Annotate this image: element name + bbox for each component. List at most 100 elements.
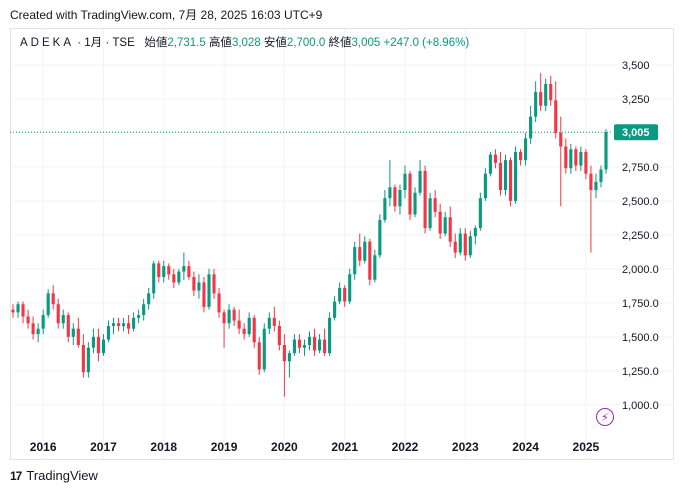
candle-body <box>31 323 35 335</box>
candle-body <box>71 328 75 337</box>
high-value: 3,028 <box>231 37 261 49</box>
candle-body <box>478 198 482 229</box>
candle-body <box>403 173 407 191</box>
interval-label[interactable]: 1月 <box>84 37 103 49</box>
candle-body <box>76 328 80 345</box>
candle-body <box>493 154 497 163</box>
candle-body <box>594 181 598 191</box>
legend-separator: · <box>77 37 85 49</box>
candle-body <box>81 344 85 373</box>
candle-body <box>408 173 412 215</box>
last-price-label: 3,005 <box>622 127 650 139</box>
candle-body <box>157 263 161 278</box>
candle-body <box>21 304 25 317</box>
x-tick-label: 2020 <box>271 440 298 454</box>
candle-body <box>101 339 106 354</box>
candle-body <box>317 339 322 351</box>
candle-body <box>297 339 302 348</box>
candle-body <box>187 266 191 278</box>
x-tick-label: 2025 <box>573 440 600 454</box>
x-tick-label: 2024 <box>512 440 539 454</box>
candle-body <box>433 198 437 212</box>
candle-body <box>11 309 15 313</box>
candle-body <box>282 344 286 362</box>
candle-body <box>423 170 427 229</box>
candle-body <box>498 162 503 191</box>
candle-body <box>116 323 121 326</box>
candle-body <box>267 317 271 329</box>
lightning-icon[interactable]: ⚡ <box>596 408 614 426</box>
candle-body <box>292 339 296 354</box>
candle-body <box>513 151 518 201</box>
candle-body <box>468 236 472 256</box>
candle-body <box>182 266 186 272</box>
y-tick-label: 1,500.0 <box>622 332 659 344</box>
candle-body <box>227 309 231 324</box>
candle-body <box>348 274 352 302</box>
y-tick-label: 1,000.0 <box>622 400 659 412</box>
x-tick-label: 2023 <box>452 440 479 454</box>
chart-legend: ADEKA · 1月 · TSE 始値2,731.5 高値3,028 安値2,7… <box>20 34 469 50</box>
change-value: +247.0 (+8.96%) <box>383 37 470 49</box>
candle-body <box>393 187 397 207</box>
y-tick-label: 2,000.0 <box>622 264 659 276</box>
candle-body <box>242 328 246 335</box>
candle-body <box>96 336 100 354</box>
candle-body <box>302 344 307 348</box>
x-tick-label: 2019 <box>211 440 238 454</box>
candle-body <box>544 83 548 106</box>
candle-body <box>202 282 206 307</box>
y-tick-label: 3,500 <box>622 60 650 72</box>
legend-separator: · <box>105 37 113 49</box>
low-value: 2,700.0 <box>286 37 326 49</box>
candle-body <box>61 315 65 324</box>
candle-body <box>378 219 382 256</box>
candle-body <box>549 83 553 101</box>
candle-body <box>463 233 467 256</box>
y-tick-label: 2,250.0 <box>622 230 659 242</box>
exchange-label: TSE <box>112 37 135 49</box>
candle-body <box>26 316 30 324</box>
candle-body <box>524 138 528 161</box>
chart-frame <box>10 28 674 460</box>
candle-body <box>247 317 251 335</box>
candle-body <box>86 347 90 373</box>
candle-body <box>569 149 573 169</box>
candle-body <box>438 211 442 234</box>
x-tick-label: 2021 <box>331 440 358 454</box>
open-label: 始値 <box>144 37 168 49</box>
x-tick-label: 2016 <box>30 440 57 454</box>
candle-body <box>443 217 447 234</box>
high-label: 高値 <box>208 37 232 49</box>
candle-body <box>277 325 281 345</box>
candle-body <box>534 92 538 117</box>
candle-body <box>262 328 266 370</box>
candle-body <box>207 274 211 307</box>
candle-body <box>257 342 261 370</box>
open-value: 2,731.5 <box>167 37 206 49</box>
candle-body <box>368 241 372 280</box>
candle-body <box>147 293 151 305</box>
candle-body <box>383 198 387 220</box>
candle-body <box>539 92 543 106</box>
candle-body <box>91 336 95 348</box>
candle-body <box>458 233 462 253</box>
candle-body <box>106 325 111 340</box>
candle-body <box>483 173 487 199</box>
tradingview-logo-icon: 17 <box>10 468 22 483</box>
candle-body <box>111 323 116 326</box>
candle-body <box>589 173 593 191</box>
candle-body <box>252 317 256 343</box>
candle-body <box>564 146 568 169</box>
candle-body <box>488 154 492 174</box>
candle-body <box>41 315 45 329</box>
candle-body <box>307 336 312 345</box>
y-tick-label: 2,500.0 <box>622 196 659 208</box>
candle-body <box>448 217 452 242</box>
candle-body <box>66 315 70 337</box>
symbol-name[interactable]: ADEKA <box>20 37 74 49</box>
candle-body <box>453 241 457 253</box>
candle-body <box>503 160 508 191</box>
chart-caption: Created with TradingView.com, 7月 28, 202… <box>10 8 323 22</box>
